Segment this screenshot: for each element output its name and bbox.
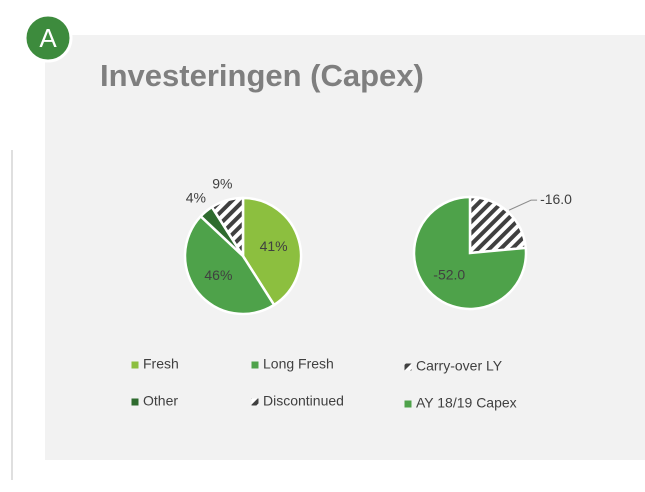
- data-label: 9%: [212, 176, 232, 192]
- badge-label: A: [39, 23, 57, 53]
- leader-line: [508, 199, 538, 211]
- data-label: -16.0: [540, 191, 572, 207]
- data-label: 41%: [260, 238, 288, 254]
- data-label: -52.0: [433, 266, 465, 282]
- pie-slice: [183, 214, 276, 316]
- legend-swatch: [404, 363, 412, 371]
- legend-label: Carry-over LY: [416, 358, 503, 374]
- pie-slice: [210, 196, 245, 261]
- legend-swatch: [131, 398, 139, 406]
- data-label: 46%: [204, 267, 232, 283]
- badge: [23, 13, 73, 63]
- legend-label: Long Fresh: [263, 356, 334, 372]
- pie-slice: [468, 195, 528, 255]
- legend-label: Other: [143, 393, 178, 409]
- data-label: 4%: [186, 190, 206, 206]
- legend-label: Fresh: [143, 356, 179, 372]
- pie-slice: [412, 195, 528, 311]
- legend-swatch: [404, 400, 412, 408]
- panel: [45, 35, 645, 460]
- legend-label: Discontinued: [263, 393, 344, 409]
- legend-swatch: [251, 361, 259, 369]
- title: Investeringen (Capex): [100, 58, 424, 93]
- legend-swatch: [131, 361, 139, 369]
- legend-swatch: [251, 398, 259, 406]
- legend-label: AY 18/19 Capex: [416, 395, 517, 411]
